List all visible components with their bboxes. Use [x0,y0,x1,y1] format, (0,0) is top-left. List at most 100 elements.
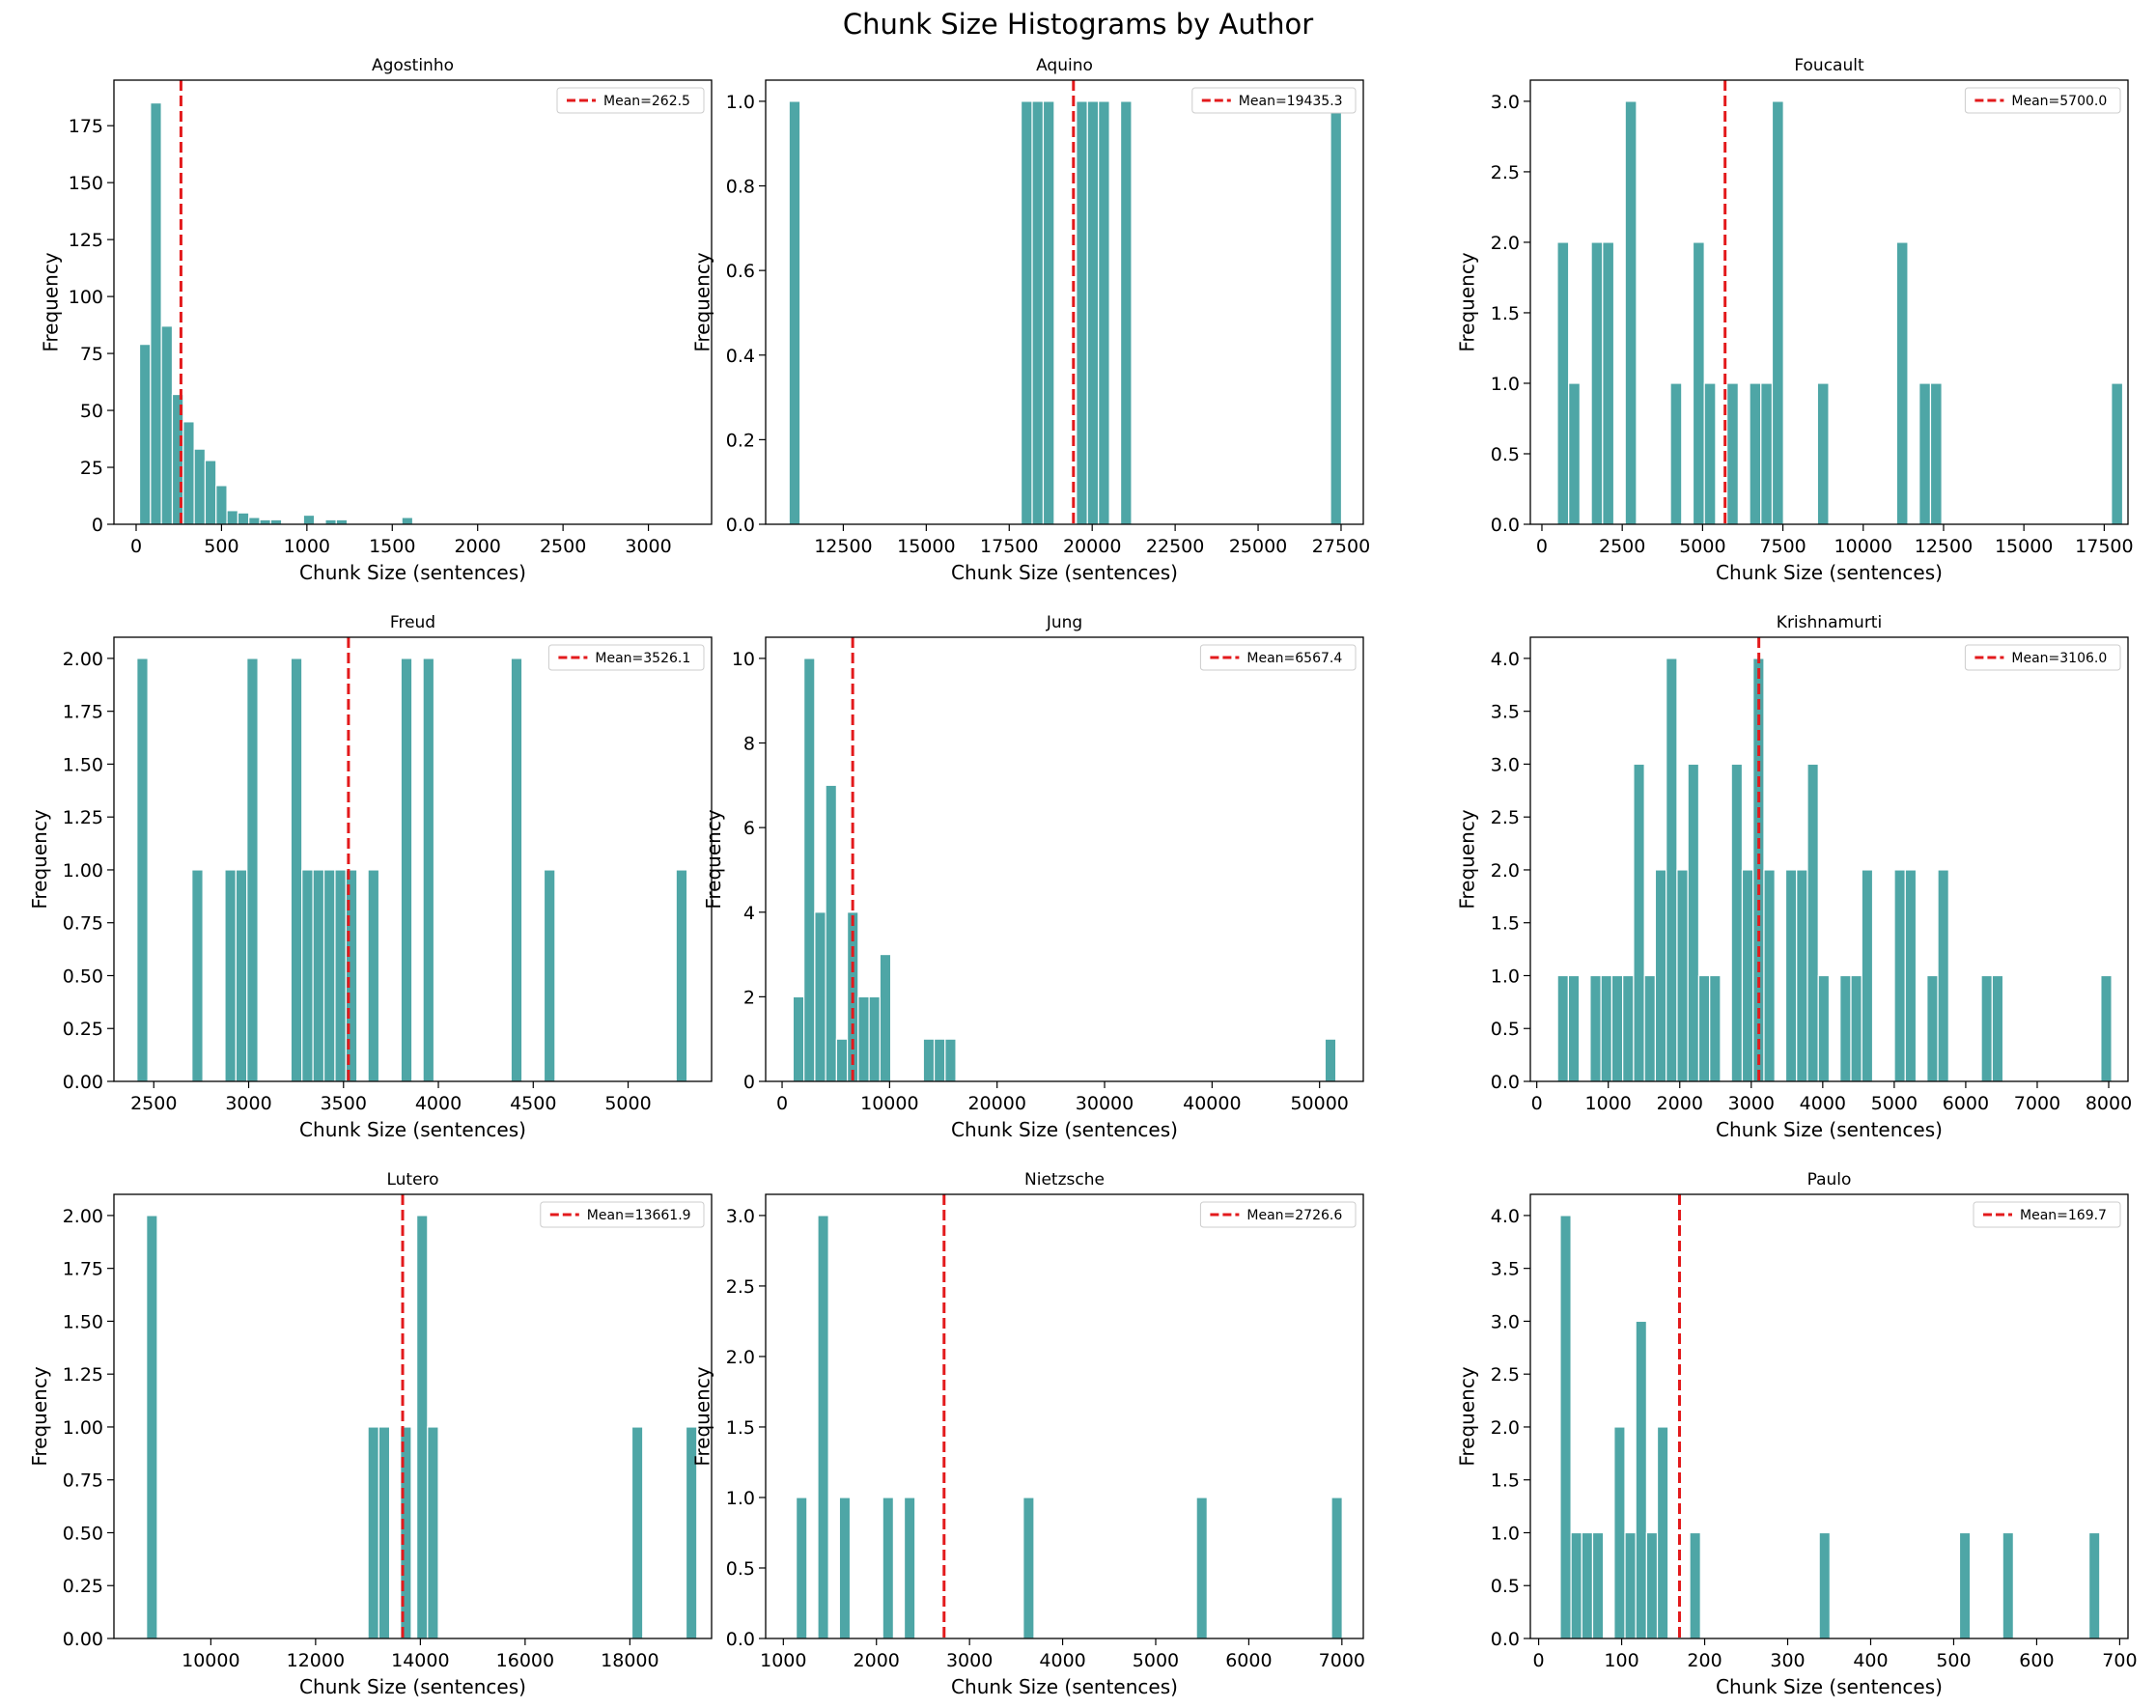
histogram-bar [1589,974,1602,1082]
subplot-title: Paulo [1807,1170,1852,1190]
histogram-bar [882,1497,894,1639]
y-tick-label: 0.4 [726,346,755,367]
histogram-bar [1806,763,1819,1082]
subplot-krishnamurti: 0 1000 2000 3000 4000 5000 6000 7000 8000 0.0 0.5 1… [1456,613,2133,1141]
y-axis-label: Frequency [702,809,725,909]
y-tick-label: 2 [743,987,755,1008]
y-tick-label: 10 [732,649,755,670]
histogram-bar [1324,1038,1337,1082]
histogram-bar [1904,869,1918,1082]
y-tick-label: 2.00 [63,1206,103,1227]
histogram-bar [1687,763,1700,1082]
x-tick-label: 17500 [2075,536,2133,557]
subplot-title: Agostinho [372,56,454,75]
histogram-bar [792,995,805,1082]
y-tick-label: 1.5 [1491,1470,1520,1492]
histogram-bar [1330,100,1343,525]
subplot-aquino: 12500 15000 17500 20000 22500 25000 27500 0.0 0.… [691,56,1371,584]
subplot-title: Foucault [1794,56,1864,75]
x-tick-label: 7500 [1759,536,1806,557]
x-tick-label: 30000 [1076,1093,1134,1114]
x-axis-label: Chunk Size (sentences) [951,1118,1178,1141]
y-tick-label: 2.0 [1491,233,1520,254]
histogram-bar [302,514,316,525]
histogram-bar [1850,974,1862,1082]
histogram-bar [1613,1426,1626,1639]
legend-box [556,87,705,114]
histogram-bar [401,517,414,525]
histogram-bar [1643,974,1657,1082]
x-axis-label: Chunk Size (sentences) [951,561,1178,584]
histogram-bar [1763,869,1776,1082]
histogram-bar [150,101,162,525]
x-axis-label: Chunk Size (sentences) [299,561,526,584]
y-tick-label: 0.0 [1491,1629,1520,1650]
y-tick-label: 0.50 [63,1523,103,1544]
histogram-bar [803,658,816,1082]
histogram-bar [1590,241,1604,525]
y-axis-label: Frequency [40,252,63,351]
y-tick-label: 4.0 [1491,649,1520,670]
histogram-bar [1098,100,1110,525]
y-tick-label: 0.5 [1491,1019,1520,1040]
x-tick-label: 7000 [1319,1650,1365,1671]
x-tick-label: 12500 [814,536,872,557]
histogram-bar [903,1497,916,1639]
y-tick-label: 1.50 [63,754,103,775]
y-tick-label: 1.5 [1491,913,1520,935]
y-tick-label: 3.5 [1491,702,1520,723]
y-tick-label: 4.0 [1491,1206,1520,1227]
histogram-bar [1635,1320,1647,1639]
y-axis-label: Frequency [1456,252,1479,351]
legend-label: Mean=169.7 [2020,1208,2107,1223]
histogram-bar [1556,974,1569,1082]
x-tick-label: 40000 [1183,1093,1241,1114]
x-tick-label: 3000 [225,1093,271,1114]
y-tick-label: 0.0 [1491,515,1520,536]
y-tick-label: 1.25 [63,807,103,828]
histogram-bar [160,325,174,525]
histogram-bar [237,512,250,525]
subplot-agostinho: 0 500 1000 1500 2000 2500 3000 0 25 50 75 100 125 150… [40,56,713,584]
histogram-bar [324,518,337,525]
histogram-bar [2100,974,2113,1082]
x-tick-label: 5000 [1679,536,1725,557]
histogram-bar [1676,869,1689,1082]
x-tick-label: 200 [1687,1650,1722,1671]
subplot-title: Krishnamurti [1777,613,1882,632]
legend: Mean=5700.0 [1964,87,2121,114]
histogram-bar [1709,974,1722,1082]
histogram-bar [1918,382,1932,525]
y-tick-label: 2.0 [1491,1417,1520,1439]
x-tick-label: 7000 [2014,1093,2060,1114]
x-tick-label: 15000 [1995,536,2053,557]
legend-label: Mean=13661.9 [587,1208,691,1223]
histogram-bar [838,1497,852,1639]
legend: Mean=2726.6 [1199,1201,1357,1228]
x-tick-label: 20000 [967,1093,1025,1114]
y-tick-label: 1.00 [63,1417,103,1439]
histogram-bar [1591,1531,1605,1639]
legend-label: Mean=262.5 [603,94,690,109]
histogram-bar [1741,869,1754,1082]
histogram-bar [1784,869,1798,1082]
legend-label: Mean=2726.6 [1246,1208,1342,1223]
histogram-bar [224,869,237,1082]
y-tick-label: 0.2 [726,430,755,451]
y-tick-label: 125 [69,230,103,251]
y-tick-label: 0 [743,1072,755,1093]
histogram-bar [1771,100,1784,525]
y-tick-label: 1.5 [1491,303,1520,324]
histogram-bar [1726,382,1739,525]
histogram-bar [1568,382,1581,525]
histogram-bar [334,869,347,1082]
histogram-bar [1645,1531,1659,1639]
histogram-bar [367,869,380,1082]
x-tick-label: 25000 [1229,536,1287,557]
x-tick-label: 14000 [391,1650,449,1671]
x-tick-label: 2500 [1599,536,1645,557]
histogram-bar [2002,1531,2014,1639]
subplot-lutero: 10000 12000 14000 16000 18000 0.00 0.25 0.50 0.7… [28,1170,713,1698]
histogram-bar [1703,382,1717,525]
legend: Mean=3526.1 [547,644,705,671]
